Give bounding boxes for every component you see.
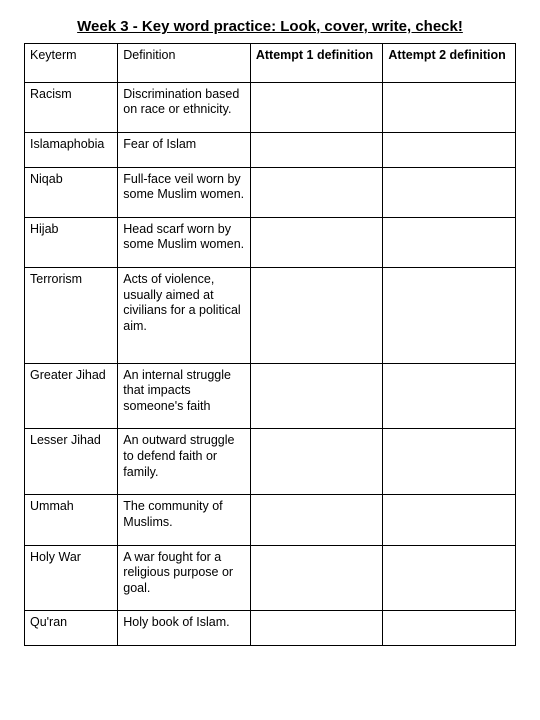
- cell-attempt2: [383, 611, 516, 646]
- cell-attempt1: [250, 363, 383, 429]
- cell-definition: An internal struggle that impacts someon…: [118, 363, 251, 429]
- cell-keyterm: Niqab: [25, 167, 118, 217]
- cell-keyterm: Terrorism: [25, 268, 118, 364]
- table-row: Niqab Full-face veil worn by some Muslim…: [25, 167, 516, 217]
- cell-definition: Discrimination based on race or ethnicit…: [118, 82, 251, 132]
- cell-definition: Acts of violence, usually aimed at civil…: [118, 268, 251, 364]
- cell-keyterm: Qu'ran: [25, 611, 118, 646]
- cell-keyterm: Ummah: [25, 495, 118, 545]
- table-row: Holy War A war fought for a religious pu…: [25, 545, 516, 611]
- cell-attempt1: [250, 167, 383, 217]
- cell-keyterm: Hijab: [25, 217, 118, 267]
- cell-definition: Head scarf worn by some Muslim women.: [118, 217, 251, 267]
- col-attempt1: Attempt 1 definition: [250, 44, 383, 83]
- cell-attempt1: [250, 268, 383, 364]
- cell-attempt1: [250, 132, 383, 167]
- cell-keyterm: Greater Jihad: [25, 363, 118, 429]
- cell-attempt2: [383, 545, 516, 611]
- table-row: Hijab Head scarf worn by some Muslim wom…: [25, 217, 516, 267]
- table-row: Terrorism Acts of violence, usually aime…: [25, 268, 516, 364]
- cell-definition: A war fought for a religious purpose or …: [118, 545, 251, 611]
- cell-attempt2: [383, 363, 516, 429]
- cell-attempt1: [250, 545, 383, 611]
- cell-attempt2: [383, 132, 516, 167]
- cell-attempt2: [383, 429, 516, 495]
- page-title: Week 3 - Key word practice: Look, cover,…: [24, 18, 516, 35]
- table-row: Racism Discrimination based on race or e…: [25, 82, 516, 132]
- cell-attempt1: [250, 611, 383, 646]
- cell-keyterm: Holy War: [25, 545, 118, 611]
- col-definition: Definition: [118, 44, 251, 83]
- table-row: Greater Jihad An internal struggle that …: [25, 363, 516, 429]
- cell-definition: The community of Muslims.: [118, 495, 251, 545]
- cell-attempt1: [250, 217, 383, 267]
- cell-keyterm: Lesser Jihad: [25, 429, 118, 495]
- cell-attempt2: [383, 217, 516, 267]
- col-keyterm: Keyterm: [25, 44, 118, 83]
- col-attempt2: Attempt 2 definition: [383, 44, 516, 83]
- cell-definition: Full-face veil worn by some Muslim women…: [118, 167, 251, 217]
- cell-attempt2: [383, 82, 516, 132]
- cell-attempt1: [250, 429, 383, 495]
- table-header-row: Keyterm Definition Attempt 1 definition …: [25, 44, 516, 83]
- cell-attempt1: [250, 495, 383, 545]
- cell-attempt2: [383, 495, 516, 545]
- cell-definition: Holy book of Islam.: [118, 611, 251, 646]
- table-row: Lesser Jihad An outward struggle to defe…: [25, 429, 516, 495]
- cell-attempt2: [383, 167, 516, 217]
- cell-definition: An outward struggle to defend faith or f…: [118, 429, 251, 495]
- cell-definition: Fear of Islam: [118, 132, 251, 167]
- cell-keyterm: Racism: [25, 82, 118, 132]
- cell-keyterm: Islamaphobia: [25, 132, 118, 167]
- table-row: Qu'ran Holy book of Islam.: [25, 611, 516, 646]
- table-row: Islamaphobia Fear of Islam: [25, 132, 516, 167]
- cell-attempt2: [383, 268, 516, 364]
- cell-attempt1: [250, 82, 383, 132]
- vocab-table: Keyterm Definition Attempt 1 definition …: [24, 43, 516, 646]
- table-row: Ummah The community of Muslims.: [25, 495, 516, 545]
